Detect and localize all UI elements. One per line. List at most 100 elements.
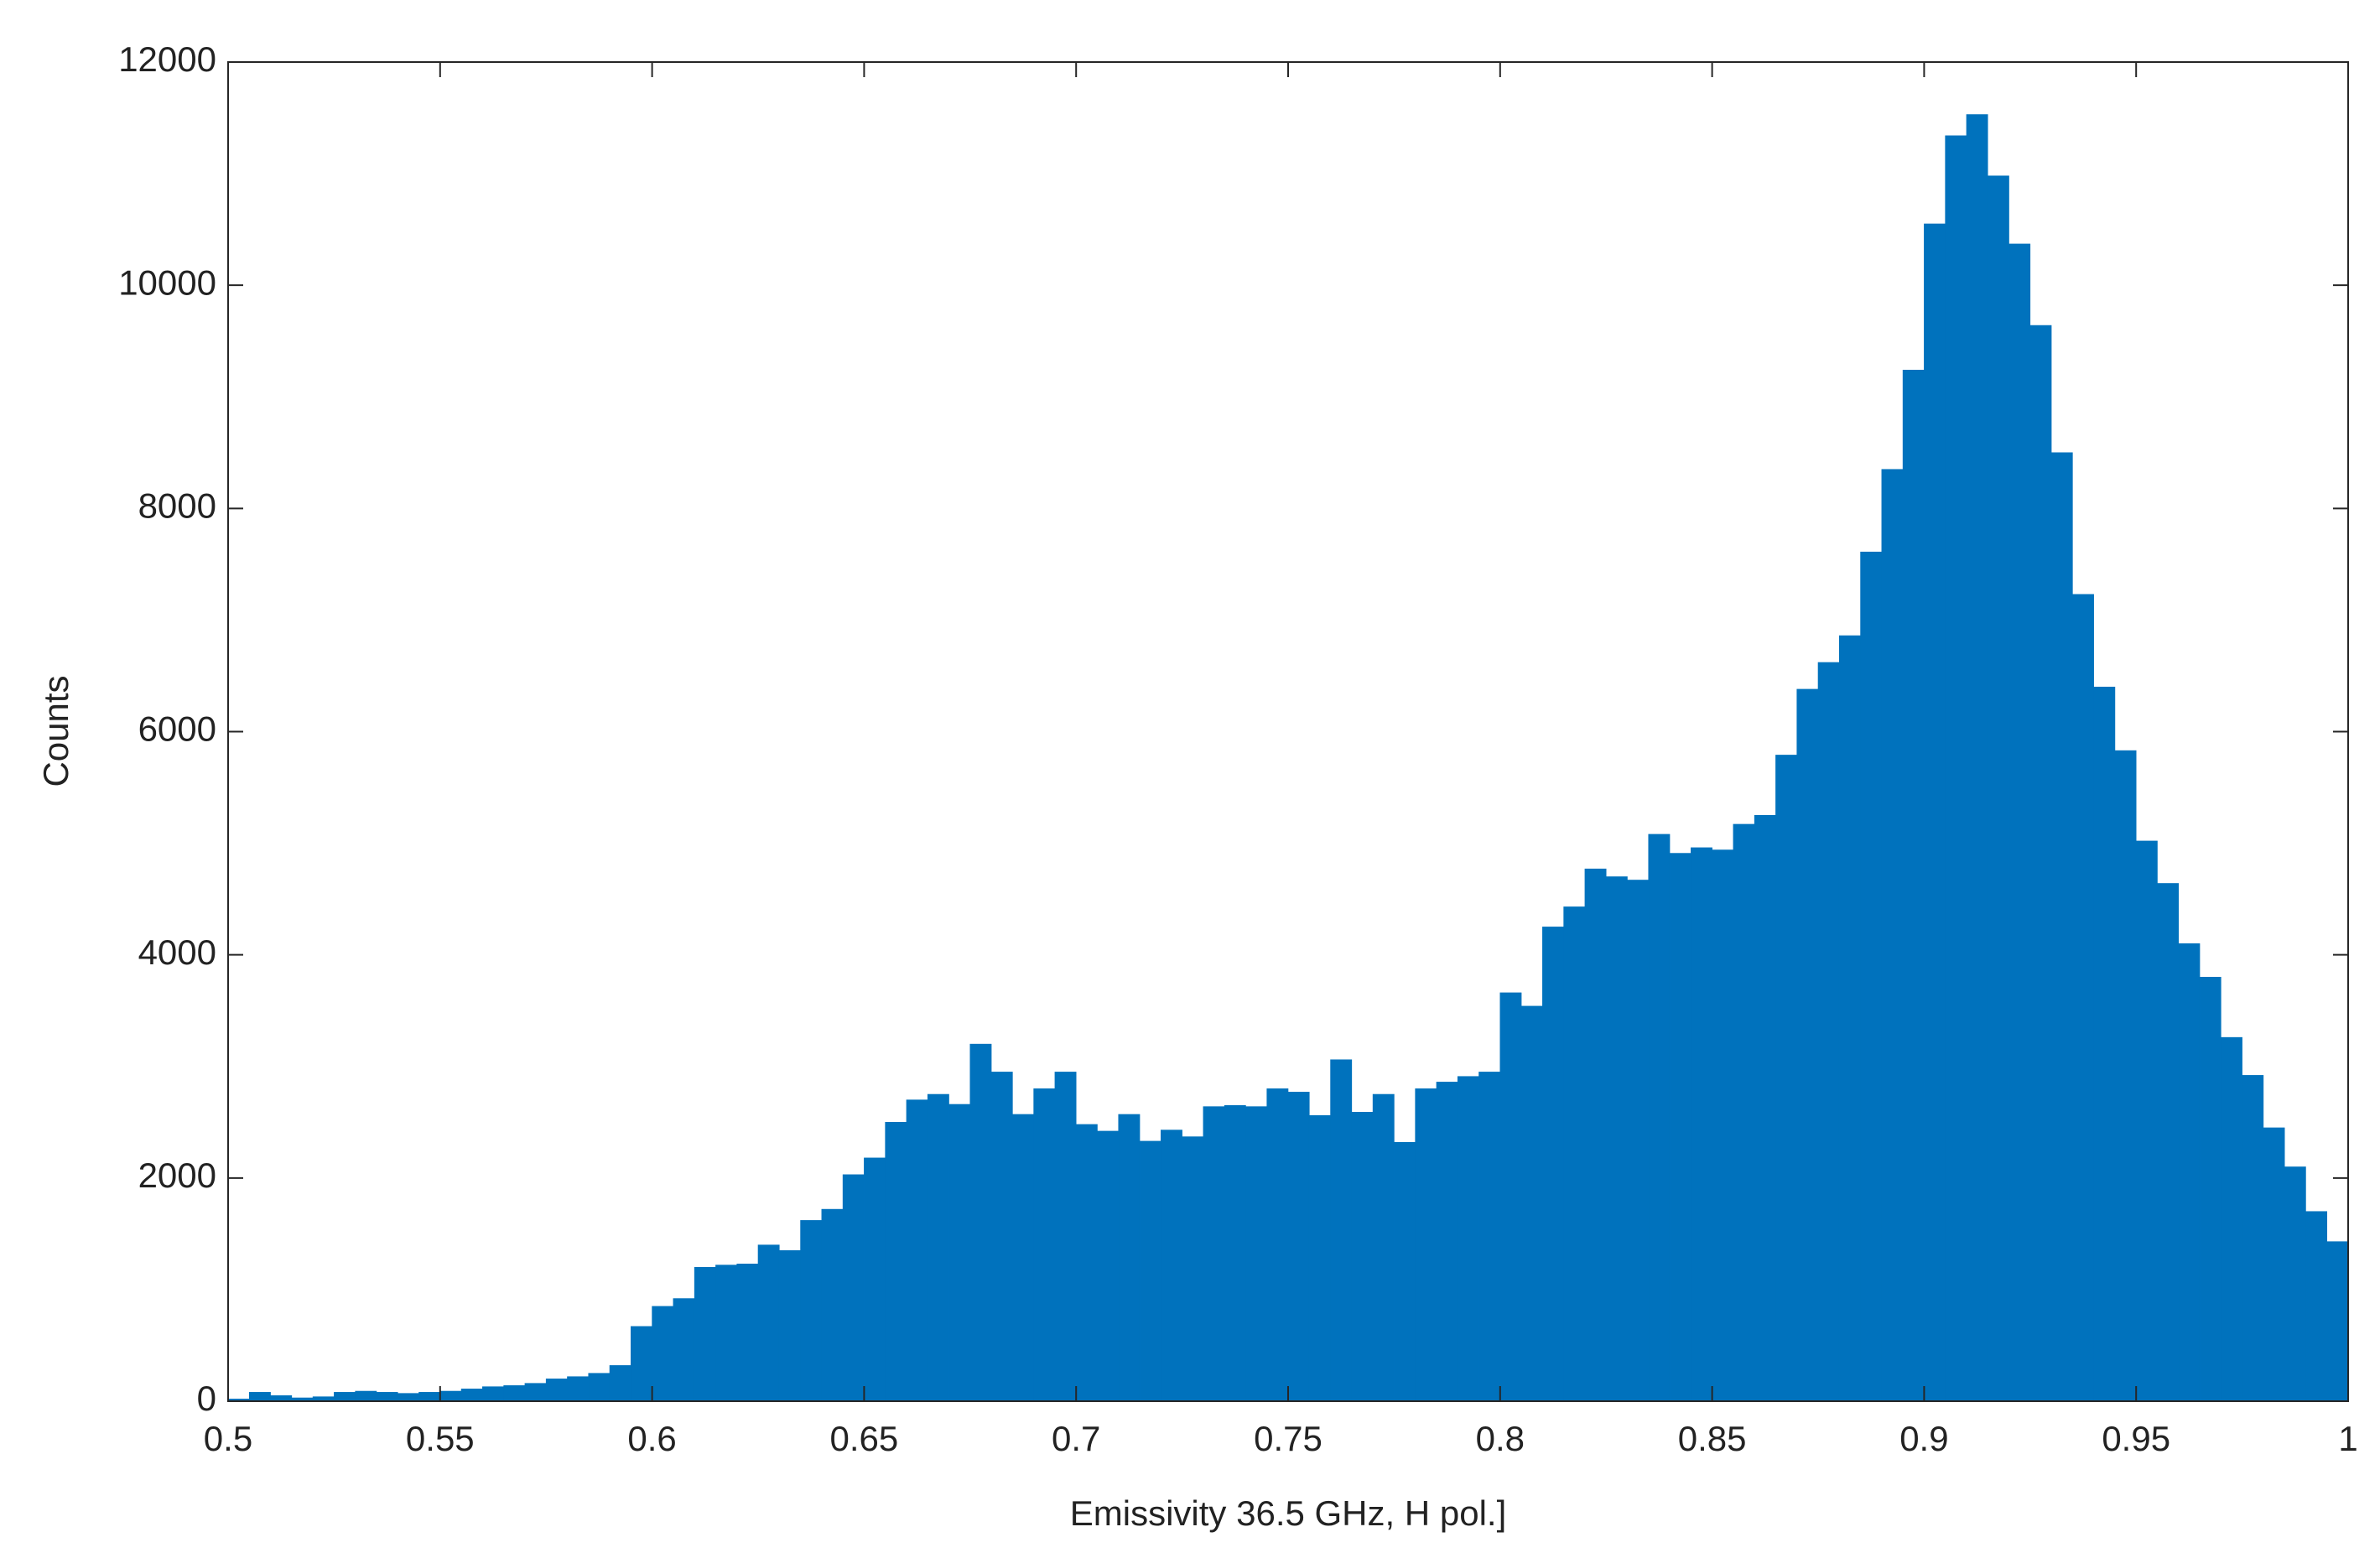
- bar: [2326, 1241, 2349, 1402]
- bar: [1627, 880, 1650, 1402]
- bar: [1457, 1076, 1479, 1402]
- bar: [1245, 1106, 1268, 1402]
- y-tick-label: 10000: [118, 262, 216, 302]
- y-tick-label: 6000: [138, 709, 216, 749]
- bar: [545, 1379, 568, 1402]
- y-tick-label: 2000: [138, 1156, 216, 1195]
- x-axis-label: Emissivity 36.5 GHz, H pol.]: [1070, 1493, 1506, 1533]
- bar: [1075, 1124, 1098, 1402]
- bar: [715, 1265, 738, 1402]
- bar: [1648, 834, 1671, 1402]
- bar: [2157, 883, 2180, 1402]
- bar: [1499, 992, 1522, 1402]
- bar: [1754, 815, 1776, 1402]
- y-tick-label: 4000: [138, 932, 216, 972]
- bar: [948, 1104, 971, 1402]
- bar: [2263, 1127, 2285, 1402]
- bar: [355, 1390, 377, 1402]
- bar: [842, 1174, 865, 1402]
- bar: [778, 1250, 801, 1402]
- bar: [1054, 1072, 1077, 1402]
- bar: [1584, 868, 1607, 1402]
- bar: [1987, 175, 2009, 1402]
- bar: [1436, 1082, 1458, 1402]
- bar: [1351, 1112, 1374, 1402]
- bar: [1372, 1093, 1395, 1402]
- bar: [1838, 635, 1861, 1402]
- bar: [2008, 243, 2031, 1402]
- y-tick-label: 0: [197, 1379, 216, 1418]
- bar: [736, 1264, 759, 1402]
- x-tick-label: 0.9: [1899, 1419, 1948, 1458]
- bar: [1139, 1140, 1161, 1402]
- y-axis-label: Counts: [36, 675, 75, 787]
- x-tick-label: 0.75: [1254, 1419, 1323, 1458]
- bar: [631, 1326, 652, 1402]
- bar: [1394, 1141, 1416, 1402]
- y-tick-label: 12000: [118, 39, 216, 79]
- bar: [588, 1373, 611, 1402]
- bar: [990, 1072, 1013, 1402]
- bar: [673, 1298, 695, 1402]
- bar: [1542, 927, 1564, 1402]
- bar: [334, 1392, 356, 1402]
- bar: [1033, 1088, 1056, 1402]
- bar: [2221, 1036, 2242, 1402]
- bar: [1966, 114, 1988, 1402]
- bar: [757, 1244, 780, 1402]
- bar: [503, 1385, 526, 1402]
- bar: [1415, 1088, 1437, 1402]
- bar: [1118, 1114, 1141, 1402]
- x-tick-label: 0.65: [830, 1419, 899, 1458]
- bar: [567, 1376, 590, 1402]
- y-tick-label: 8000: [138, 486, 216, 525]
- bar: [1691, 847, 1712, 1402]
- bar: [1902, 370, 1925, 1402]
- bar: [1224, 1105, 1246, 1402]
- bar: [927, 1093, 949, 1402]
- bar: [460, 1389, 483, 1402]
- bar: [1796, 688, 1819, 1402]
- bar: [2135, 840, 2158, 1402]
- bar: [864, 1157, 886, 1402]
- bar: [969, 1043, 992, 1402]
- bar: [800, 1220, 823, 1402]
- bar: [524, 1383, 547, 1402]
- bar: [1097, 1130, 1120, 1402]
- bar: [482, 1386, 504, 1402]
- bar: [2199, 976, 2222, 1402]
- bar: [439, 1390, 462, 1402]
- bar: [1308, 1115, 1331, 1402]
- bar: [1287, 1092, 1310, 1402]
- bar: [248, 1392, 271, 1402]
- bar: [2029, 325, 2052, 1402]
- x-tick-label: 0.5: [204, 1419, 252, 1458]
- bar: [2284, 1166, 2306, 1402]
- bar: [418, 1392, 441, 1402]
- bar: [609, 1365, 631, 1402]
- bar: [1817, 662, 1840, 1402]
- bar: [1712, 849, 1734, 1402]
- bar: [1860, 551, 1883, 1402]
- bar: [1733, 823, 1755, 1402]
- x-tick-label: 0.7: [1052, 1419, 1100, 1458]
- bar: [1945, 135, 1967, 1402]
- bar: [1203, 1106, 1225, 1402]
- bar: [1605, 876, 1628, 1402]
- bar: [376, 1392, 398, 1402]
- bar: [1669, 853, 1691, 1402]
- x-tick-label: 1: [2338, 1419, 2357, 1458]
- bar: [2093, 686, 2116, 1402]
- bar: [1182, 1136, 1204, 1402]
- bar: [821, 1208, 844, 1402]
- bar: [1520, 1005, 1543, 1402]
- bar: [652, 1306, 674, 1402]
- bar: [1924, 223, 1946, 1402]
- bar: [2242, 1075, 2264, 1402]
- bar: [1012, 1114, 1034, 1402]
- bar: [1775, 755, 1798, 1402]
- bar: [885, 1121, 907, 1402]
- bar: [397, 1393, 419, 1402]
